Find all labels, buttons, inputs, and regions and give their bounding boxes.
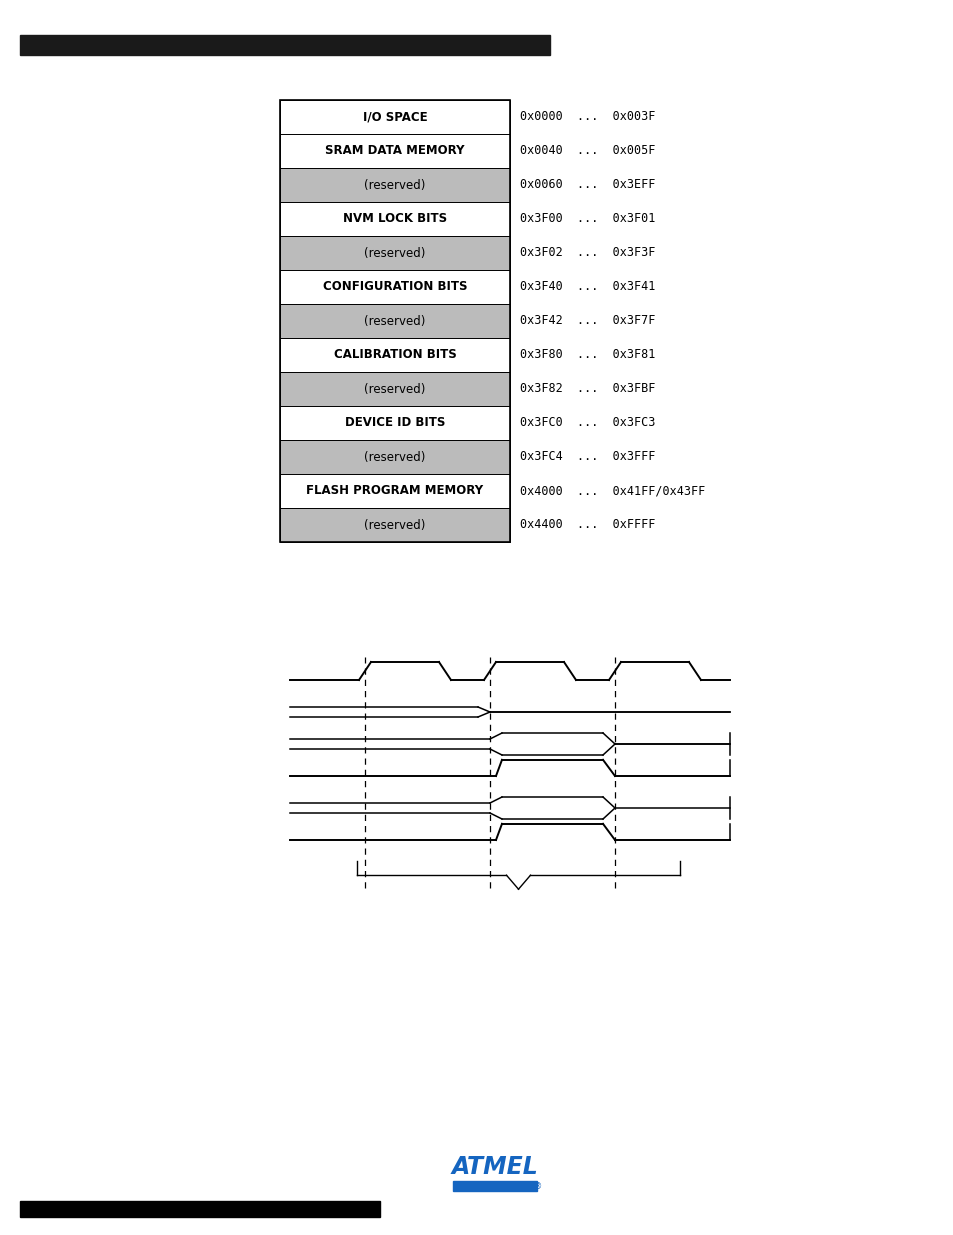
Text: DEVICE ID BITS: DEVICE ID BITS xyxy=(344,416,445,430)
Text: 0x3FC0  ...  0x3FC3: 0x3FC0 ... 0x3FC3 xyxy=(519,416,655,430)
Bar xyxy=(280,100,510,135)
Bar xyxy=(280,508,510,542)
Bar xyxy=(280,406,510,440)
Text: NVM LOCK BITS: NVM LOCK BITS xyxy=(342,212,447,226)
Bar xyxy=(280,203,510,236)
Text: 0x4000  ...  0x41FF/0x43FF: 0x4000 ... 0x41FF/0x43FF xyxy=(519,484,704,498)
Bar xyxy=(280,372,510,406)
Text: 0x3F00  ...  0x3F01: 0x3F00 ... 0x3F01 xyxy=(519,212,655,226)
Text: (reserved): (reserved) xyxy=(364,315,425,327)
Text: 0x0060  ...  0x3EFF: 0x0060 ... 0x3EFF xyxy=(519,179,655,191)
Text: (reserved): (reserved) xyxy=(364,451,425,463)
Text: CONFIGURATION BITS: CONFIGURATION BITS xyxy=(322,280,467,294)
Text: (reserved): (reserved) xyxy=(364,519,425,531)
Bar xyxy=(280,338,510,372)
Text: 0x3F80  ...  0x3F81: 0x3F80 ... 0x3F81 xyxy=(519,348,655,362)
Bar xyxy=(280,474,510,508)
Bar xyxy=(20,1200,379,1216)
Text: 0x3F02  ...  0x3F3F: 0x3F02 ... 0x3F3F xyxy=(519,247,655,259)
Text: 0x3FC4  ...  0x3FFF: 0x3FC4 ... 0x3FFF xyxy=(519,451,655,463)
Bar xyxy=(280,100,510,542)
Text: 0x3F40  ...  0x3F41: 0x3F40 ... 0x3F41 xyxy=(519,280,655,294)
Text: ®: ® xyxy=(534,1182,541,1192)
Text: I/O SPACE: I/O SPACE xyxy=(362,110,427,124)
Bar xyxy=(280,270,510,304)
Text: CALIBRATION BITS: CALIBRATION BITS xyxy=(334,348,456,362)
Text: FLASH PROGRAM MEMORY: FLASH PROGRAM MEMORY xyxy=(306,484,483,498)
Bar xyxy=(280,304,510,338)
Bar xyxy=(20,35,550,56)
Text: (reserved): (reserved) xyxy=(364,383,425,395)
Text: 0x3F82  ...  0x3FBF: 0x3F82 ... 0x3FBF xyxy=(519,383,655,395)
Text: 0x0040  ...  0x005F: 0x0040 ... 0x005F xyxy=(519,144,655,158)
Bar xyxy=(280,135,510,168)
Bar xyxy=(280,168,510,203)
Text: ATMEL: ATMEL xyxy=(451,1155,537,1179)
Text: 0x0000  ...  0x003F: 0x0000 ... 0x003F xyxy=(519,110,655,124)
Text: 0x4400  ...  0xFFFF: 0x4400 ... 0xFFFF xyxy=(519,519,655,531)
Text: (reserved): (reserved) xyxy=(364,179,425,191)
Text: 0x3F42  ...  0x3F7F: 0x3F42 ... 0x3F7F xyxy=(519,315,655,327)
Bar xyxy=(280,440,510,474)
Text: SRAM DATA MEMORY: SRAM DATA MEMORY xyxy=(325,144,464,158)
Text: (reserved): (reserved) xyxy=(364,247,425,259)
Bar xyxy=(280,236,510,270)
Bar xyxy=(453,1181,537,1191)
